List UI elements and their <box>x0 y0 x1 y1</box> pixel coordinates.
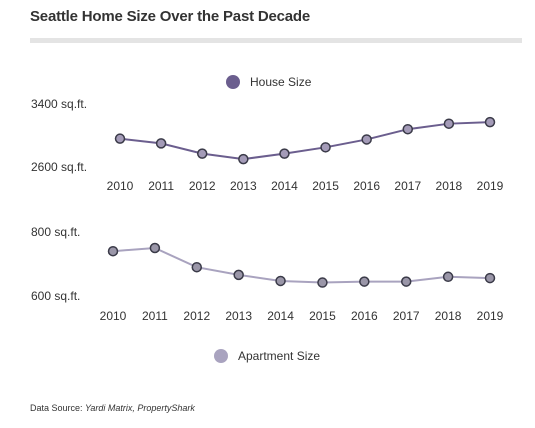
x-tick-label: 2014 <box>271 179 298 193</box>
legend-swatch <box>226 75 240 89</box>
data-point <box>442 271 454 283</box>
data-source-value: Yardi Matrix, PropertyShark <box>85 403 195 413</box>
y-tick-label: 3400 sq.ft. <box>31 97 87 111</box>
x-tick-label: 2019 <box>477 179 504 193</box>
data-point <box>233 269 244 281</box>
x-tick-label: 2012 <box>189 179 216 193</box>
title-divider <box>30 38 522 43</box>
x-tick-label: 2018 <box>435 309 462 323</box>
x-tick-label: 2018 <box>436 179 463 193</box>
data-point <box>443 118 455 129</box>
series-line <box>112 246 491 284</box>
x-tick-label: 2016 <box>353 179 380 193</box>
y-tick-label: 800 sq.ft. <box>31 225 80 239</box>
legend-label: House Size <box>250 75 312 89</box>
chart-1: 3400 sq.ft. 2600 sq.ft. 2010 2011 2012 2013 20… <box>31 75 504 193</box>
y-tick-label: 2600 sq.ft. <box>31 160 87 174</box>
legend: Apartment Size <box>214 349 320 363</box>
y-tick-label: 600 sq.ft. <box>31 289 80 303</box>
x-tick-label: 2011 <box>142 309 168 323</box>
x-tick-label: 2019 <box>477 309 504 323</box>
data-point <box>484 116 496 128</box>
data-source-label: Data Source: <box>30 403 86 413</box>
data-point <box>196 148 208 159</box>
x-tick-label: 2010 <box>107 179 134 193</box>
data-point <box>238 153 249 165</box>
data-point <box>400 276 412 287</box>
data-point <box>155 138 167 149</box>
chart-2: 800 sq.ft. 600 sq.ft. 2010 2011 2012 2013 2014… <box>31 225 504 363</box>
data-point <box>361 134 372 145</box>
data-point <box>191 261 203 273</box>
data-source: Data Source: Yardi Matrix, PropertyShark <box>30 403 195 413</box>
data-point <box>114 133 126 144</box>
data-point <box>359 276 370 287</box>
data-point <box>317 277 328 288</box>
x-tick-label: 2015 <box>312 179 339 193</box>
x-tick-label: 2013 <box>230 179 257 193</box>
legend: House Size <box>226 75 312 89</box>
legend-swatch <box>214 349 228 363</box>
legend-label: Apartment Size <box>238 349 320 363</box>
data-point <box>275 275 286 287</box>
x-tick-label: 2013 <box>225 309 252 323</box>
chart-title: Seattle Home Size Over the Past Decade <box>30 8 311 25</box>
data-point <box>320 142 331 153</box>
data-point <box>107 245 119 257</box>
data-point <box>149 242 161 254</box>
data-point <box>402 123 414 135</box>
x-tick-label: 2016 <box>351 309 378 323</box>
x-tick-label: 2017 <box>393 309 420 323</box>
x-tick-label: 2014 <box>267 309 294 323</box>
x-tick-label: 2015 <box>309 309 336 323</box>
series-line <box>119 121 491 161</box>
x-tick-label: 2012 <box>183 309 210 323</box>
x-tick-label: 2011 <box>148 179 174 193</box>
x-tick-label: 2017 <box>394 179 421 193</box>
data-point <box>279 148 290 159</box>
data-point <box>484 272 496 284</box>
x-tick-label: 2010 <box>100 309 127 323</box>
